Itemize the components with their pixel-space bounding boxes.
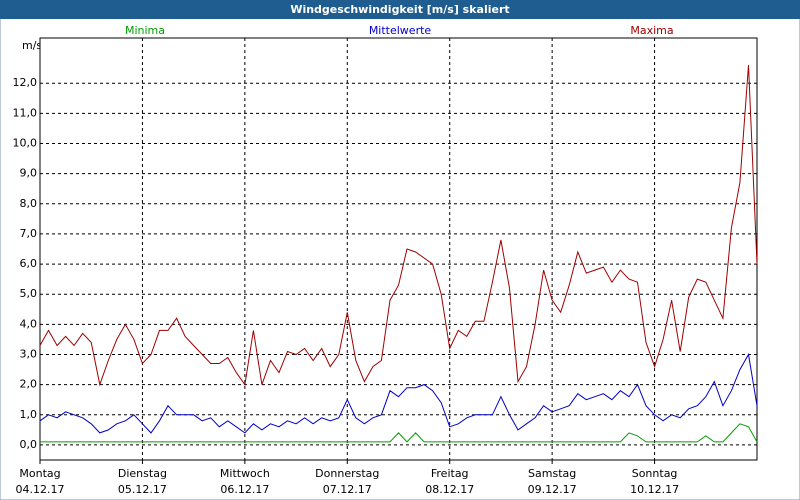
- x-tick-label: Donnerstag: [315, 467, 379, 480]
- x-tick-date: 09.12.17: [528, 483, 577, 496]
- x-tick-date: 06.12.17: [220, 483, 269, 496]
- x-tick-label: Montag: [19, 467, 60, 480]
- y-tick-label: 5,0: [20, 287, 38, 300]
- y-tick-label: 8,0: [20, 197, 38, 210]
- x-tick-label: Freitag: [431, 467, 469, 480]
- x-tick-label: Dienstag: [118, 467, 167, 480]
- y-tick-label: 6,0: [20, 257, 38, 270]
- y-tick-label: 4,0: [20, 317, 38, 330]
- x-tick-label: Mittwoch: [220, 467, 270, 480]
- x-tick-date: 04.12.17: [16, 483, 65, 496]
- y-tick-label: 9,0: [20, 167, 38, 180]
- chart-title: Windgeschwindigkeit [m/s] skaliert: [290, 3, 509, 16]
- y-tick-label: 2,0: [20, 378, 38, 391]
- series-line: [40, 423, 758, 443]
- y-tick-label: 3,0: [20, 348, 38, 361]
- legend-label: Maxima: [630, 24, 673, 37]
- x-tick-date: 05.12.17: [118, 483, 167, 496]
- legend-label: Mittelwerte: [369, 24, 432, 37]
- y-tick-label: 10,0: [13, 137, 38, 150]
- x-tick-date: 08.12.17: [425, 483, 474, 496]
- plot-area: [39, 37, 758, 461]
- y-unit: m/s: [22, 39, 42, 52]
- x-tick-label: Samstag: [528, 467, 576, 480]
- y-tick-label: 0,0: [20, 438, 38, 451]
- x-tick-date: 07.12.17: [323, 483, 372, 496]
- y-tick-label: 7,0: [20, 227, 38, 240]
- title-bar: [0, 0, 800, 19]
- x-tick-label: Sonntag: [632, 467, 678, 480]
- series-line: [39, 65, 758, 387]
- y-tick-label: 11,0: [13, 106, 38, 119]
- series-line: [39, 353, 758, 434]
- legend-label: Minima: [125, 24, 165, 37]
- y-tick-label: 12,0: [13, 76, 38, 89]
- y-tick-label: 1,0: [20, 408, 38, 421]
- x-tick-date: 10.12.17: [630, 483, 679, 496]
